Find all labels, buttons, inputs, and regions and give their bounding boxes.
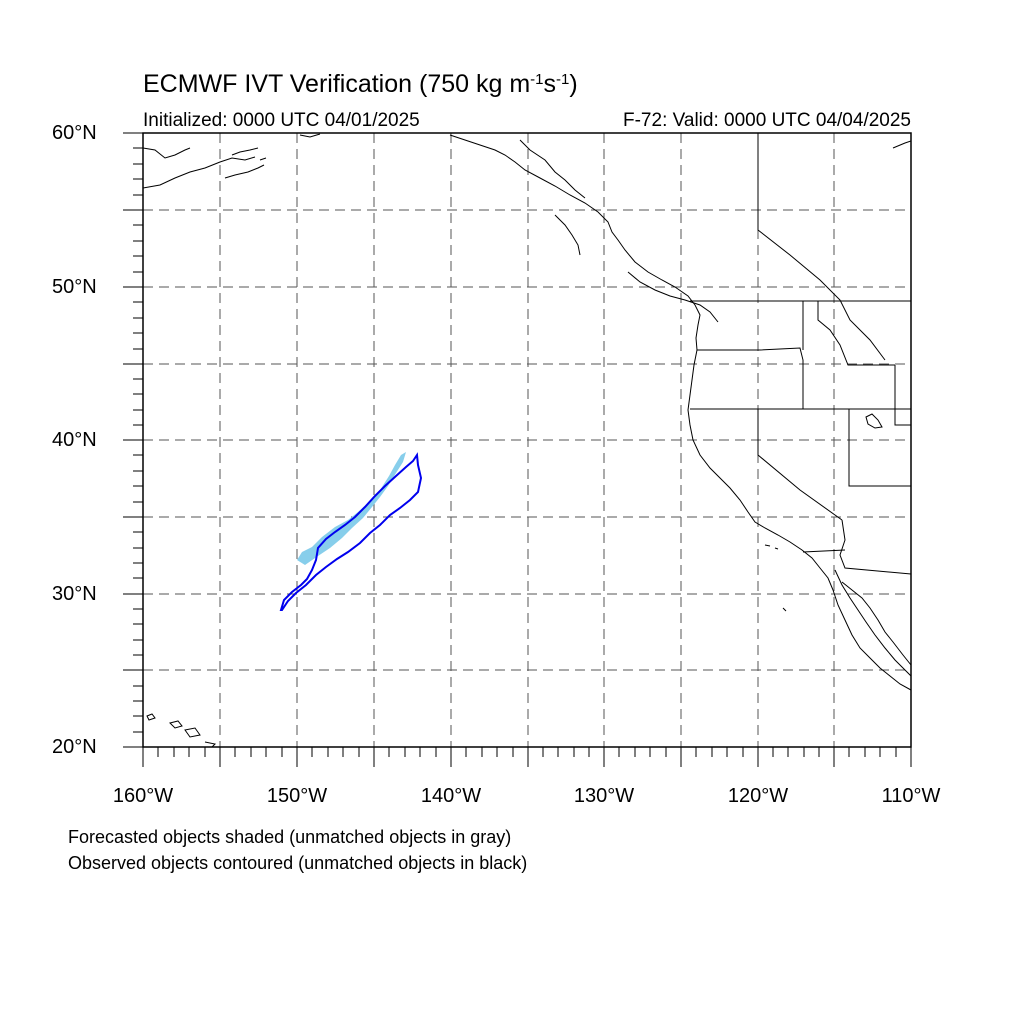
- lon-label-110w: 110°W: [881, 785, 941, 807]
- lon-label-150w: 150°W: [266, 785, 328, 807]
- lat-label-20n: 20°N: [52, 736, 97, 758]
- lon-label-160w: 160°W: [112, 785, 174, 807]
- lon-label-130w: 130°W: [573, 785, 635, 807]
- forecast-object-shaded: [297, 452, 406, 565]
- initialized-time: Initialized: 0000 UTC 04/01/2025: [143, 110, 420, 131]
- lat-label-50n: 50°N: [52, 276, 97, 298]
- gridlines: [143, 133, 911, 747]
- tick-marks: [123, 132, 912, 767]
- lon-label-140w: 140°W: [420, 785, 482, 807]
- observed-object-contour: [279, 452, 423, 611]
- lat-label-60n: 60°N: [52, 122, 97, 144]
- coastlines: [143, 133, 911, 747]
- legend-note-forecast: Forecasted objects shaded (unmatched obj…: [68, 827, 512, 847]
- lat-label-30n: 30°N: [52, 583, 97, 605]
- valid-time: F-72: Valid: 0000 UTC 04/04/2025: [623, 110, 911, 131]
- lat-label-40n: 40°N: [52, 429, 97, 451]
- lon-label-120w: 120°W: [727, 785, 789, 807]
- legend-note-observed: Observed objects contoured (unmatched ob…: [68, 853, 528, 873]
- map-title: ECMWF IVT Verification (750 kg m-1s-1): [143, 70, 578, 98]
